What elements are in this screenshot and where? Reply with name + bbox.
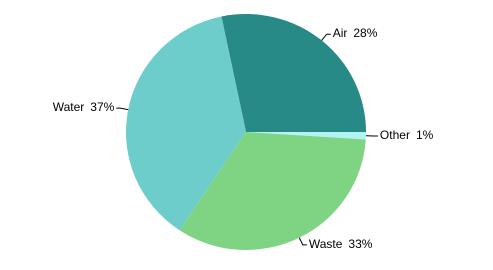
- value-label: 28%: [353, 26, 377, 40]
- leader-line: [299, 238, 307, 245]
- data-label: Waste 33%: [309, 237, 373, 251]
- value-label: 33%: [348, 237, 372, 251]
- data-label: Water 37%: [53, 100, 115, 114]
- category-label: Waste: [309, 237, 343, 251]
- value-label: 37%: [90, 100, 114, 114]
- data-label: Other 1%: [380, 128, 434, 142]
- value-label: 1%: [416, 128, 434, 142]
- category-label: Water: [53, 100, 85, 114]
- category-label: Other: [380, 128, 410, 142]
- leader-line: [322, 34, 331, 40]
- leader-line: [116, 108, 128, 110]
- category-label: Air: [333, 26, 348, 40]
- data-label: Air 28%: [333, 26, 378, 40]
